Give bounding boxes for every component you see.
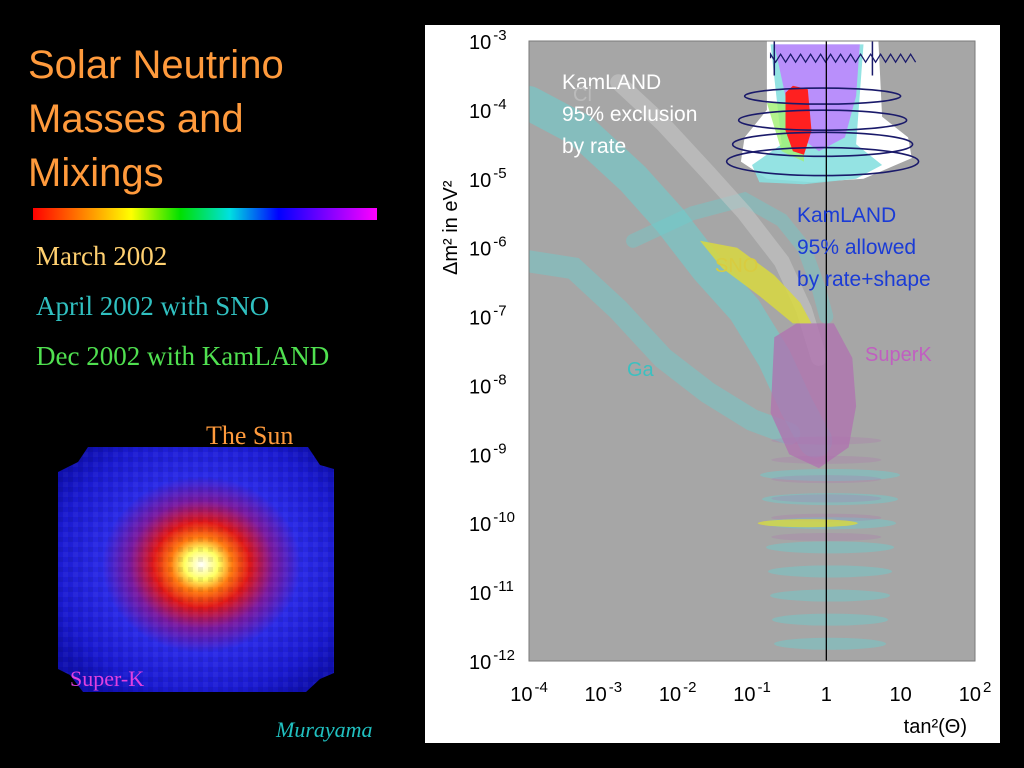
tick-base: 10 — [585, 684, 607, 706]
annotation-label: KamLAND — [797, 204, 896, 227]
plot-frame — [528, 40, 976, 662]
x-tick-label: 10 -4 — [510, 679, 548, 706]
y-tick-label: 10 -7 — [469, 303, 507, 330]
kamland-contour-wave — [769, 51, 917, 64]
ga-ripple — [768, 565, 893, 578]
timeline-dec: Dec 2002 with KamLAND — [36, 341, 330, 371]
tick-base: 10 — [469, 170, 491, 192]
tick-base: 10 — [469, 514, 491, 536]
y-tick-label: 10 -10 — [469, 509, 515, 536]
tick-exponent: -8 — [493, 371, 506, 388]
tick-exponent: -3 — [493, 27, 506, 44]
tick-exponent: -2 — [683, 679, 696, 696]
x-axis-label: tan²(Θ) — [904, 716, 967, 738]
ga-ripple — [766, 541, 895, 554]
y-tick-label: 10 -5 — [469, 165, 507, 192]
tick-base: 10 — [469, 376, 491, 398]
x-tick-label: 10 -1 — [733, 679, 771, 706]
ga-ripple — [770, 589, 891, 602]
tick-exponent: 2 — [983, 679, 991, 696]
annotation-label: by rate+shape — [797, 268, 931, 291]
tick-exponent: -9 — [493, 440, 506, 457]
slide-title: Solar Neutrino Masses and Mixings — [28, 38, 388, 200]
annotation-label: SNO — [715, 255, 758, 277]
y-axis-label: Δm² in eV² — [440, 180, 462, 275]
ga-ripple — [762, 493, 899, 506]
tick-exponent: -10 — [493, 509, 515, 526]
tick-exponent: -4 — [534, 679, 547, 696]
annotation-label: Cl — [573, 84, 592, 106]
tick-base: 10 — [469, 445, 491, 467]
y-tick-label: 10 -4 — [469, 96, 507, 123]
title-line: Masses and — [28, 97, 244, 141]
y-tick-label: 10 -8 — [469, 371, 507, 398]
ga-band-upper — [626, 191, 834, 324]
annotation-label: 95% exclusion — [562, 103, 697, 126]
tick-base: 10 — [469, 239, 491, 261]
x-tick-label: 10 -2 — [659, 679, 697, 706]
tick-base: 10 — [659, 684, 681, 706]
tick-base: 10 — [890, 684, 912, 706]
annotation-label: KamLAND — [562, 71, 661, 94]
x-tick-label: 10 -3 — [585, 679, 623, 706]
annotation-label: Ga — [627, 359, 655, 381]
kamland-contour — [737, 109, 908, 132]
tick-exponent: -6 — [493, 234, 506, 251]
author-credit: Murayama — [276, 717, 373, 742]
tick-exponent: -11 — [493, 578, 514, 595]
allowed-violet-region — [774, 44, 860, 152]
ga-ripple — [774, 637, 887, 650]
y-tick-label: 10 -6 — [469, 234, 507, 261]
timeline-april: April 2002 with SNO — [36, 291, 270, 321]
sun-neutrino-image — [58, 447, 334, 692]
rainbow-divider — [33, 208, 377, 220]
tick-exponent: -4 — [493, 96, 506, 113]
tick-base: 10 — [469, 652, 491, 674]
chart-svg: 10-310-410-510-610-710-810-910-1010-1110… — [440, 27, 992, 738]
ga-band-lower — [529, 250, 801, 445]
superk-region — [770, 323, 857, 469]
sun-label: The Sun — [206, 421, 294, 450]
annotation-label: 95% allowed — [797, 236, 916, 259]
tick-base: 10 — [510, 684, 532, 706]
y-tick-label: 10 -3 — [469, 27, 507, 54]
sno-region — [700, 240, 812, 324]
annotation-label: SuperK — [865, 344, 932, 366]
tick-exponent: -1 — [757, 679, 770, 696]
ga-ripple — [772, 613, 889, 626]
y-tick-label: 10 -9 — [469, 440, 507, 467]
tick-base: 10 — [469, 32, 491, 54]
annotation-label: by rate — [562, 135, 626, 158]
tick-base: 10 — [469, 308, 491, 330]
image-caption: Super-K — [70, 666, 145, 691]
tick-base: 1 — [821, 684, 832, 706]
chart-panel: 10 -3 10 -4 10 -5 10 -6 10 -7 10 -8 10 -9 10 -10 10 -11 10… — [425, 25, 1000, 743]
kamland-contour — [731, 131, 914, 158]
tick-base: 10 — [469, 101, 491, 123]
title-line: Solar Neutrino — [28, 43, 284, 87]
y-tick-label: 10 -12 — [469, 647, 515, 674]
timeline-march: March 2002 — [36, 241, 168, 271]
y-tick-label: 10 -11 — [469, 578, 514, 605]
kamland-contour — [743, 87, 902, 105]
ga-ripple — [760, 469, 901, 481]
tick-exponent: -3 — [609, 679, 622, 696]
title-line: Mixings — [28, 151, 164, 195]
x-tick-label: 10 — [890, 684, 912, 706]
tick-base: 10 — [733, 684, 755, 706]
tick-base: 10 — [469, 583, 491, 605]
tick-exponent: -5 — [493, 165, 506, 182]
tick-exponent: -7 — [493, 303, 506, 320]
kamland-contour — [725, 146, 920, 177]
x-tick-label: 10 2 — [959, 679, 992, 706]
tick-exponent: -12 — [493, 647, 515, 664]
sno-island — [757, 519, 858, 528]
x-tick-label: 1 — [821, 684, 832, 706]
tick-base: 10 — [959, 684, 981, 706]
